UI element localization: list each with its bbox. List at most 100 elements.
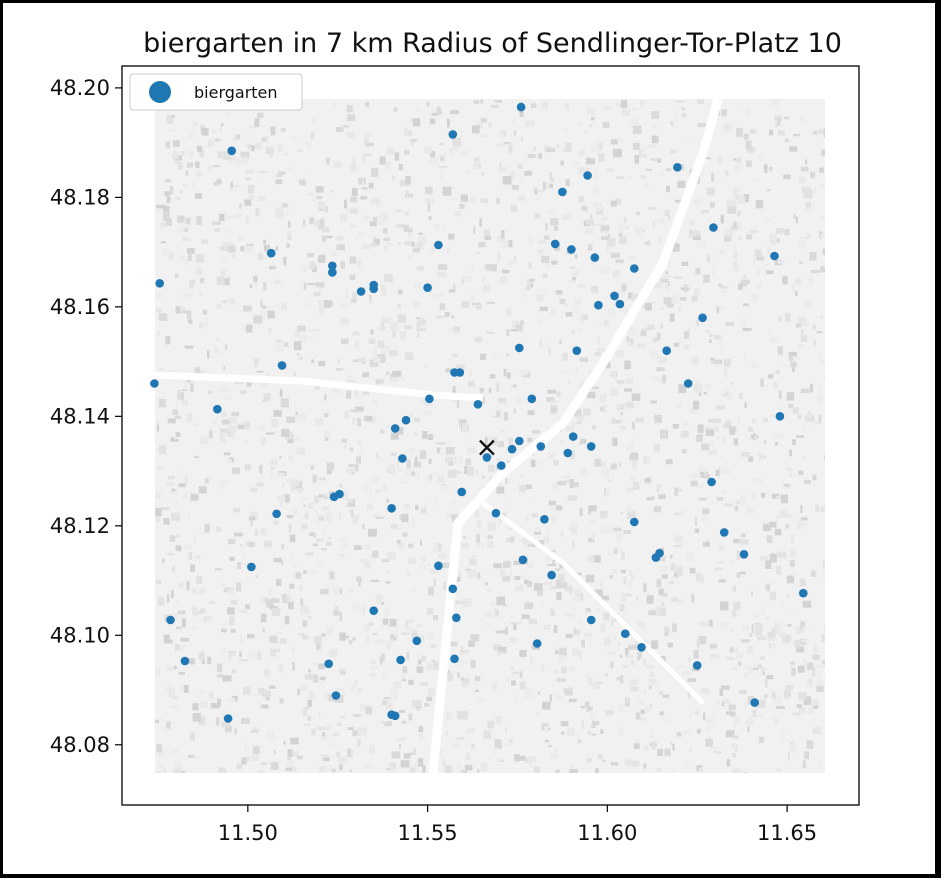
map-block — [286, 760, 295, 770]
map-block — [706, 539, 710, 543]
map-block — [626, 443, 634, 452]
map-block — [399, 710, 406, 713]
map-block — [242, 686, 251, 695]
biergarten-point — [683, 379, 693, 388]
biergarten-point — [547, 570, 556, 580]
map-block — [476, 542, 485, 547]
map-block — [535, 711, 541, 716]
map-block — [339, 764, 343, 770]
map-block — [581, 720, 584, 729]
map-block — [618, 461, 622, 468]
map-block — [290, 483, 295, 492]
map-block — [298, 632, 305, 636]
map-block — [551, 177, 555, 182]
map-block — [785, 138, 789, 142]
map-block — [721, 338, 724, 342]
map-block — [199, 278, 205, 284]
map-block — [196, 216, 202, 225]
map-block — [548, 745, 553, 748]
map-block — [496, 759, 503, 762]
map-block — [663, 297, 672, 305]
map-block — [405, 625, 414, 634]
map-block — [195, 555, 201, 559]
map-block — [190, 493, 199, 501]
map-block — [602, 121, 610, 128]
map-block — [584, 610, 587, 616]
map-block — [538, 153, 542, 159]
map-block — [166, 684, 174, 693]
map-block — [711, 172, 715, 182]
map-block — [415, 107, 421, 113]
biergarten-point — [455, 368, 465, 377]
map-block — [561, 731, 565, 735]
map-block — [711, 360, 715, 364]
map-block — [383, 238, 390, 241]
map-block — [401, 632, 410, 635]
biergarten-point — [356, 287, 366, 296]
map-block — [224, 587, 230, 591]
map-block — [624, 758, 633, 762]
map-block — [591, 425, 597, 430]
map-block — [621, 592, 627, 602]
map-block — [312, 543, 318, 547]
map-block — [396, 223, 405, 228]
map-block — [733, 246, 737, 255]
map-block — [261, 137, 267, 142]
map-block — [569, 769, 578, 773]
map-block — [594, 352, 601, 357]
map-block — [423, 411, 432, 415]
biergarten-point — [448, 130, 458, 139]
map-block — [554, 568, 561, 571]
map-block — [727, 393, 733, 401]
map-block — [345, 207, 348, 214]
map-block — [426, 696, 433, 702]
map-block — [195, 161, 200, 169]
map-block — [682, 730, 690, 735]
map-block — [294, 330, 300, 338]
map-block — [465, 752, 471, 760]
map-block — [787, 752, 790, 761]
map-block — [426, 101, 430, 107]
map-block — [283, 257, 287, 266]
map-block — [657, 749, 663, 756]
map-block — [552, 482, 559, 491]
biergarten-point — [452, 613, 461, 623]
map-block — [525, 484, 532, 490]
map-block — [543, 624, 551, 630]
map-block — [184, 222, 191, 230]
map-block — [382, 700, 388, 705]
map-block — [752, 255, 756, 265]
map-block — [484, 235, 491, 240]
map-block — [357, 418, 362, 426]
map-block — [385, 581, 391, 584]
map-block — [636, 343, 645, 348]
map-block — [365, 142, 374, 146]
map-block — [227, 245, 236, 253]
map-block — [190, 737, 195, 740]
map-block — [162, 248, 169, 257]
map-block — [167, 553, 175, 556]
map-block — [612, 474, 615, 480]
map-block — [723, 123, 732, 132]
map-block — [674, 342, 680, 347]
map-block — [665, 459, 673, 465]
map-block — [369, 744, 375, 754]
map-block — [539, 306, 548, 312]
map-block — [178, 162, 183, 170]
map-block — [717, 465, 727, 475]
map-block — [226, 216, 235, 219]
biergarten-point — [390, 711, 400, 721]
map-block — [337, 358, 340, 365]
map-block — [503, 560, 511, 568]
map-block — [342, 544, 347, 547]
map-block — [558, 574, 566, 582]
map-block — [633, 434, 636, 438]
map-block — [548, 348, 551, 356]
map-block — [479, 217, 482, 227]
map-block — [319, 307, 324, 314]
map-block — [436, 315, 445, 319]
map-block — [584, 633, 593, 637]
map-block — [174, 161, 180, 164]
map-block — [603, 404, 607, 413]
map-block — [496, 143, 506, 147]
